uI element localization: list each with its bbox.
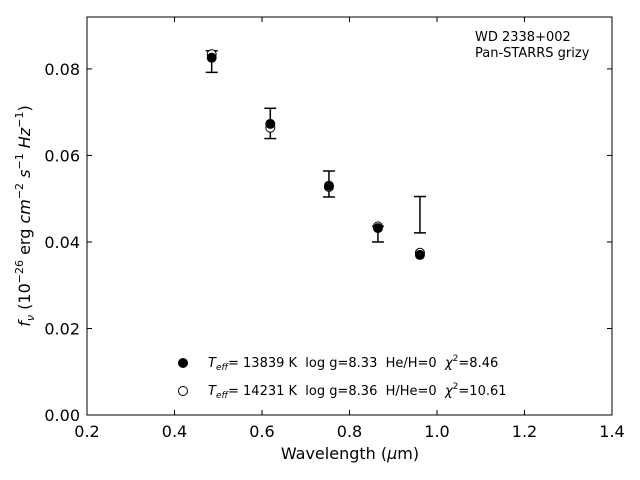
x-tick-label: 1.4 <box>599 422 624 441</box>
point-filled <box>265 118 276 129</box>
x-tick-label: 0.2 <box>74 422 99 441</box>
annotation-line-1: WD 2338+002 <box>475 30 571 45</box>
point-filled <box>323 180 334 191</box>
point-filled <box>372 223 383 234</box>
point-filled <box>206 52 217 63</box>
legend-entry-1-chi: =8.46 <box>458 356 498 371</box>
x-tick-label: 1.0 <box>424 422 449 441</box>
x-axis-label-pre: Wavelength ( <box>281 444 387 463</box>
x-tick-label: 0.6 <box>249 422 274 441</box>
y-tick-label: 0.06 <box>44 146 80 165</box>
legend-entry-2: Teff= 14231 K log g=8.36 H/He=0 χ2=10.61 <box>208 382 507 401</box>
x-axis-label-greek: μ <box>386 444 397 463</box>
x-axis-label-post: m) <box>397 444 419 463</box>
point-filled <box>414 249 425 260</box>
x-tick-label: 0.4 <box>162 422 187 441</box>
data-points <box>205 49 426 260</box>
annotation-line-2: Pan-STARRS grizy <box>475 46 590 61</box>
x-axis-label: Wavelength (μm) <box>281 444 419 463</box>
legend-marker-open <box>178 386 188 396</box>
y-tick-label: 0.04 <box>44 233 80 252</box>
legend-entry-2-text: = 14231 K log g=8.36 H/He=0 <box>228 384 445 399</box>
y-tick-label: 0.02 <box>44 319 80 338</box>
legend-entry-2-chi: =10.61 <box>458 384 506 399</box>
y-tick-label: 0.08 <box>44 60 80 79</box>
legend-marker-filled <box>178 358 188 368</box>
axis-ticks: 0.2 0.4 0.6 0.8 1.0 1.2 1.4 0.00 0.02 0.04 0.06 0.0… <box>44 17 625 441</box>
error-bar <box>413 195 426 234</box>
y-tick-label: 0.00 <box>44 406 80 425</box>
y-axis-label: fν (10−26 erg cm−2 s−1 Hz−1) <box>13 105 37 326</box>
x-tick-label: 0.8 <box>337 422 362 441</box>
legend: Teff= 13839 K log g=8.33 He/H=0 χ2=8.46 … <box>178 354 507 401</box>
x-tick-label: 1.2 <box>512 422 537 441</box>
legend-entry-1-text: = 13839 K log g=8.33 He/H=0 <box>228 356 445 371</box>
legend-entry-1: Teff= 13839 K log g=8.33 He/H=0 χ2=8.46 <box>208 354 498 373</box>
